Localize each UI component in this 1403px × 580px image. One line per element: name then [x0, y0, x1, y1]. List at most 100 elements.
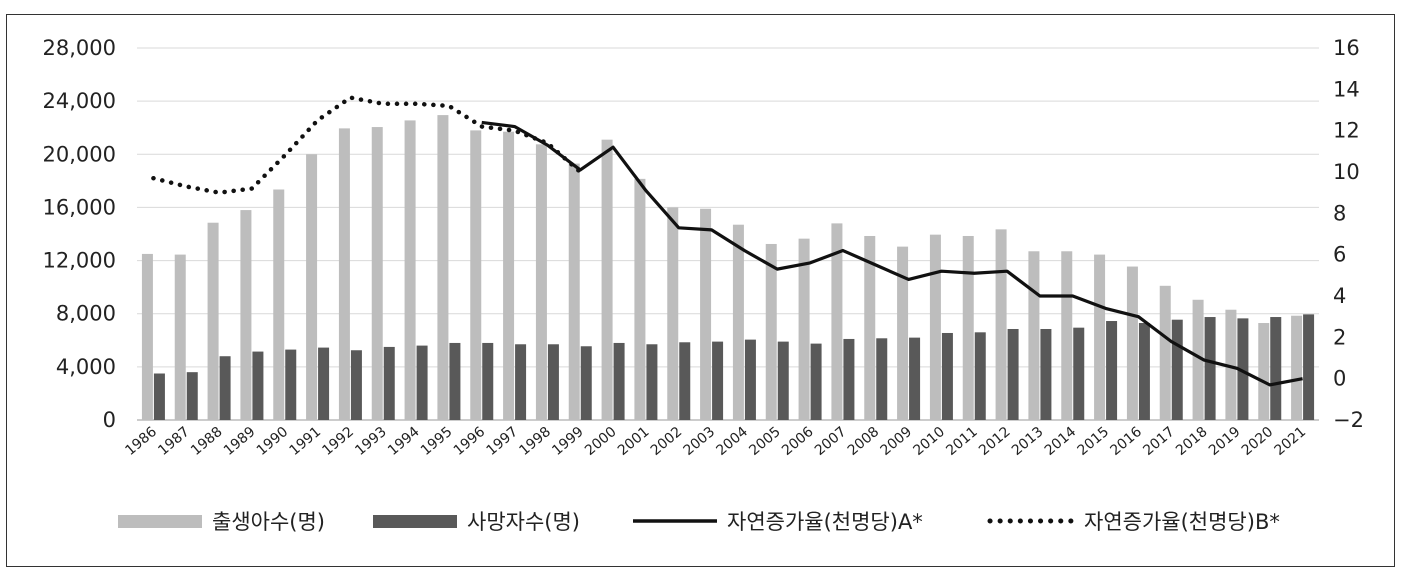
x-tick-label: 2013 — [1009, 424, 1047, 459]
x-tick-label: 1987 — [155, 424, 193, 459]
x-tick-label: 2014 — [1042, 424, 1080, 459]
bar-death — [1303, 314, 1315, 420]
y-left-tick-label: 20,000 — [43, 142, 116, 166]
bar-death — [449, 342, 461, 420]
x-tick-label: 2008 — [845, 424, 883, 459]
bar-death — [219, 356, 231, 420]
bar-death — [1073, 327, 1085, 420]
y-right-tick-label: 4 — [1333, 284, 1346, 308]
bar-death — [712, 341, 724, 420]
bar-birth — [798, 238, 810, 420]
bar-death — [186, 372, 198, 420]
bar-death — [1270, 317, 1282, 420]
legend-birth-swatch — [118, 515, 202, 528]
x-tick-label: 2000 — [582, 424, 620, 459]
bar-death — [843, 338, 855, 420]
y-left-tick-label: 8,000 — [56, 302, 116, 326]
bar-birth — [962, 235, 974, 420]
y-right-tick-label: 10 — [1333, 160, 1360, 184]
bar-death — [547, 344, 559, 420]
legend-rate-b-label: 자연증가율(천명당)B* — [1084, 510, 1280, 534]
bar-death — [744, 339, 756, 420]
y-left-tick-label: 24,000 — [43, 89, 116, 113]
y-right-tick-label: 12 — [1333, 119, 1360, 143]
x-tick-label: 1997 — [484, 424, 522, 459]
bar-death — [941, 332, 953, 420]
bar-birth — [1192, 299, 1204, 420]
bar-death — [1040, 328, 1052, 420]
x-tick-label: 1993 — [352, 424, 390, 459]
bar-birth — [732, 224, 744, 420]
bar-birth — [568, 163, 580, 421]
bar-birth — [864, 235, 876, 420]
x-tick-label: 2003 — [681, 424, 719, 459]
bar-death — [515, 344, 527, 420]
bar-birth — [929, 234, 941, 420]
y-right-tick-label: 0 — [1333, 367, 1346, 391]
x-tick-label: 1988 — [188, 424, 226, 459]
x-tick-label: 2002 — [648, 424, 686, 459]
bar-birth — [700, 208, 712, 420]
x-tick-label: 2019 — [1206, 424, 1244, 459]
legend: 출생아수(명) 사망자수(명) 자연증가율(천명당)A* 자연증가율(천명당)B* — [118, 510, 1280, 534]
bar-birth — [535, 144, 547, 421]
bar-birth — [831, 223, 843, 420]
bar-death — [1171, 319, 1183, 420]
y-left-tick-label: 12,000 — [43, 249, 116, 273]
x-axis: 1986198719881989199019911992199319941995… — [122, 424, 1309, 459]
y-axis-right: 16 14 12 10 8 6 4 2 0 −2 — [1333, 36, 1364, 432]
bar-death — [679, 342, 691, 420]
legend-death-label: 사망자수(명) — [467, 510, 580, 534]
bar-death — [482, 342, 494, 420]
bar-birth — [404, 120, 416, 421]
bar-death — [252, 351, 264, 420]
y-right-tick-label: 16 — [1333, 36, 1360, 60]
chart-frame — [6, 14, 1395, 567]
x-tick-label: 2004 — [713, 424, 751, 459]
bar-birth — [1061, 251, 1073, 420]
x-tick-label: 2005 — [746, 424, 784, 459]
y-axis-left: 28,000 24,000 20,000 16,000 12,000 8,000 4,000… — [43, 36, 116, 432]
bar-birth — [667, 207, 679, 420]
y-left-tick-label: 4,000 — [56, 355, 116, 379]
x-tick-label: 2021 — [1272, 424, 1310, 459]
x-tick-label: 1990 — [254, 424, 292, 459]
x-tick-label: 2020 — [1239, 424, 1277, 459]
y-left-tick-label: 0 — [103, 408, 116, 432]
gridlines — [137, 47, 1319, 421]
bar-birth — [207, 222, 219, 420]
line-rate-b — [151, 95, 583, 195]
bar-death — [876, 338, 888, 420]
x-tick-label: 2007 — [812, 424, 850, 459]
legend-death-swatch — [373, 515, 457, 528]
x-tick-label: 2009 — [878, 424, 916, 459]
x-tick-label: 2011 — [943, 424, 981, 459]
bar-birth — [1126, 266, 1138, 420]
x-tick-label: 1999 — [549, 424, 587, 459]
y-left-tick-label: 28,000 — [43, 36, 116, 60]
bar-death — [974, 332, 986, 420]
x-tick-label: 2001 — [615, 424, 653, 459]
line-rate-a — [481, 120, 1303, 387]
x-tick-label: 1994 — [385, 424, 423, 459]
bar-birth — [1225, 309, 1237, 420]
x-tick-label: 2015 — [1075, 424, 1113, 459]
bar-death — [1237, 318, 1249, 420]
bar-death — [153, 373, 165, 420]
x-tick-label: 2012 — [976, 424, 1014, 459]
y-right-tick-label: 14 — [1333, 77, 1360, 101]
bar-death — [646, 344, 658, 420]
x-tick-label: 1991 — [287, 424, 325, 459]
x-tick-label: 2018 — [1173, 424, 1211, 459]
x-tick-label: 1996 — [451, 424, 489, 459]
x-tick-label: 1986 — [122, 424, 160, 459]
y-left-tick-label: 16,000 — [43, 195, 116, 219]
bar-death — [613, 342, 625, 420]
bar-birth — [503, 131, 515, 420]
bar-birth — [240, 210, 252, 420]
bar-death — [777, 341, 789, 420]
bar-birth — [141, 253, 153, 420]
bar-birth — [897, 246, 909, 420]
bar-birth — [338, 128, 350, 420]
